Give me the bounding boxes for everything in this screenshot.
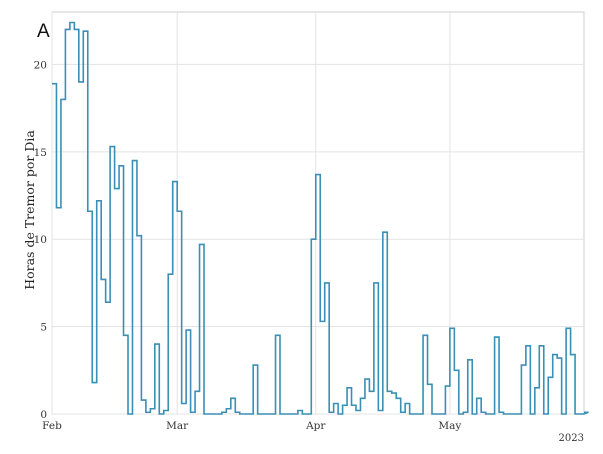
y-tick-label: 20 — [34, 59, 47, 71]
y-axis-label: Horas de Tremor por Dia — [22, 130, 37, 290]
x-tick-label: May — [438, 420, 461, 432]
y-tick-label: 0 — [40, 409, 47, 421]
axis-ticks: 0 5 10 15 20 Feb Mar Apr May — [34, 59, 462, 432]
x-tick-label: Mar — [166, 420, 189, 432]
panel-letter: A — [37, 21, 50, 42]
x-axis-year-label: 2023 — [559, 433, 584, 444]
x-tick-label: Feb — [42, 420, 62, 432]
y-tick-label: 5 — [40, 322, 47, 334]
series-line — [52, 21, 589, 415]
y-tick-label: 15 — [34, 147, 47, 159]
x-tick-label: Apr — [305, 420, 326, 432]
y-tick-label: 10 — [34, 234, 47, 246]
plot-area — [52, 21, 589, 415]
